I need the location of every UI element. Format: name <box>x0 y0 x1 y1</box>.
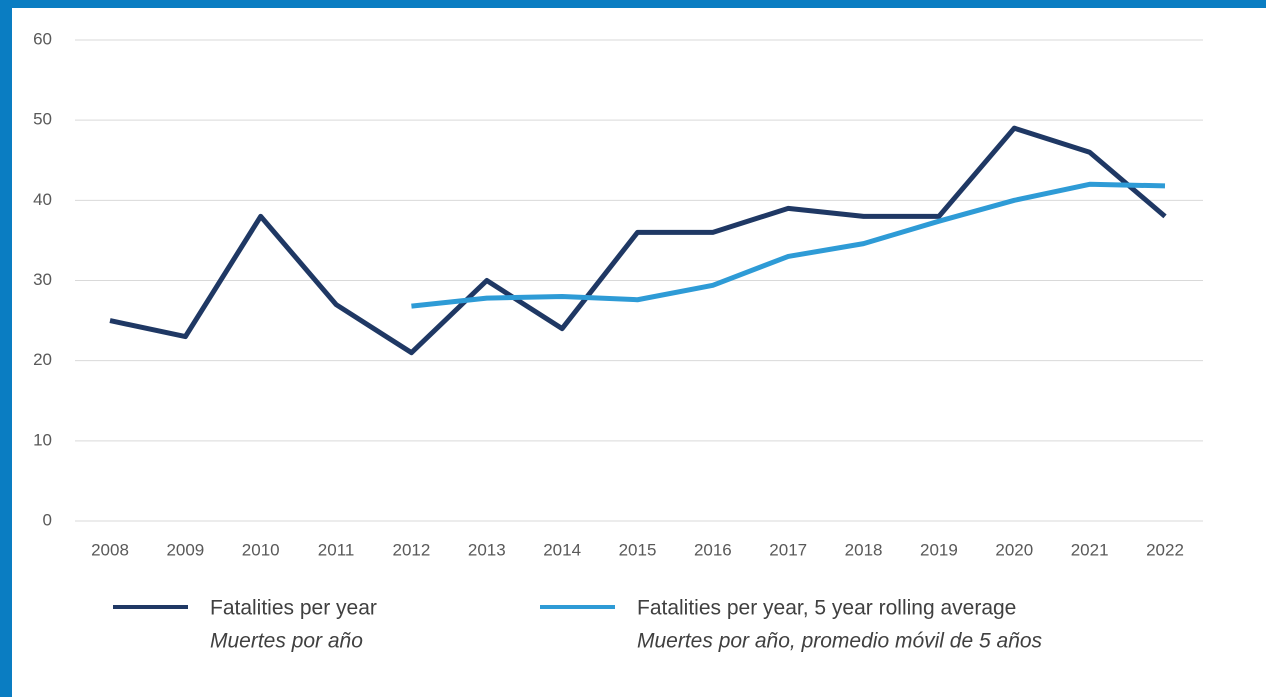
frame-top <box>0 0 1266 8</box>
legend-label: Fatalities per year <box>210 597 377 620</box>
x-tick-label: 2010 <box>242 540 280 559</box>
x-tick-label: 2008 <box>91 540 129 559</box>
x-tick-label: 2011 <box>318 540 355 559</box>
frame-left <box>0 0 12 697</box>
y-tick-label: 30 <box>33 270 52 289</box>
x-tick-label: 2017 <box>769 540 807 559</box>
x-tick-label: 2009 <box>166 540 204 559</box>
y-tick-label: 10 <box>33 430 52 449</box>
x-tick-label: 2012 <box>393 540 431 559</box>
y-tick-label: 20 <box>33 350 52 369</box>
y-tick-label: 0 <box>43 510 52 529</box>
x-tick-label: 2021 <box>1071 540 1109 559</box>
x-tick-label: 2020 <box>995 540 1033 559</box>
y-tick-label: 40 <box>33 190 52 209</box>
y-tick-label: 50 <box>33 110 52 129</box>
y-tick-label: 60 <box>33 29 52 48</box>
series-line <box>109 125 1167 356</box>
x-tick-label: 2016 <box>694 540 732 559</box>
legend-label: Fatalities per year, 5 year rolling aver… <box>637 597 1016 620</box>
x-tick-label: 2015 <box>619 540 657 559</box>
legend-label-es: Muertes por año, promedio móvil de 5 año… <box>637 630 1043 653</box>
x-tick-label: 2013 <box>468 540 506 559</box>
x-tick-label: 2019 <box>920 540 958 559</box>
x-tick-label: 2022 <box>1146 540 1184 559</box>
legend-label-es: Muertes por año <box>210 630 363 653</box>
x-tick-label: 2018 <box>845 540 883 559</box>
series-line <box>411 181 1166 309</box>
x-tick-label: 2014 <box>543 540 581 559</box>
